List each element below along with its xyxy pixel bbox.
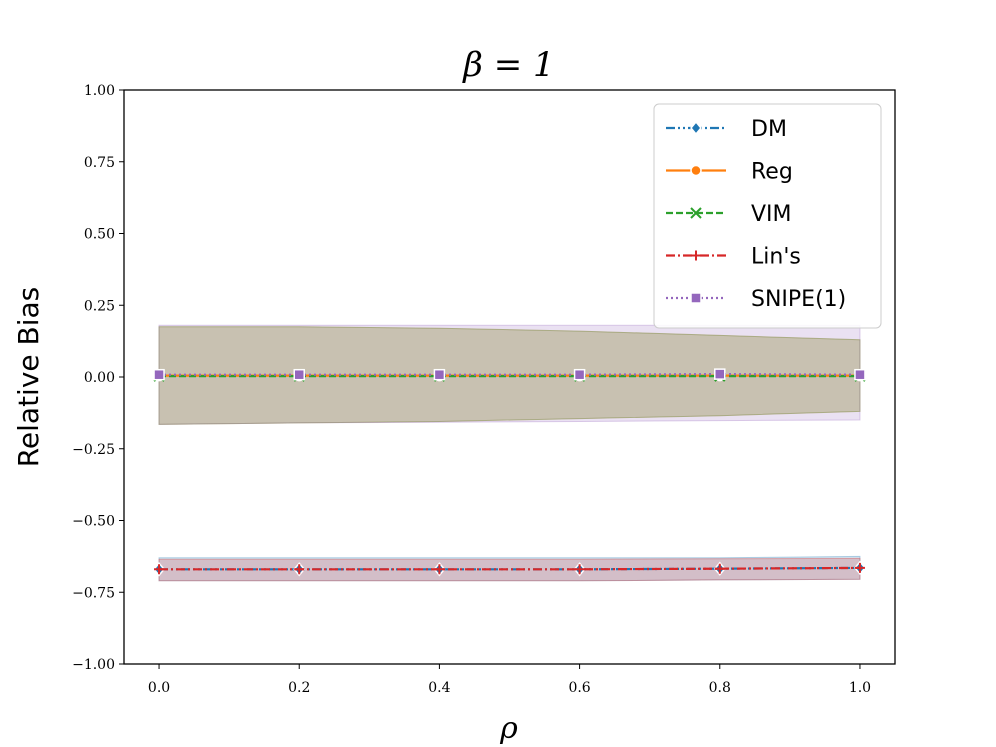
series-line-3	[159, 566, 861, 571]
legend-label: SNIPE(1)	[751, 287, 846, 312]
data-point	[294, 564, 305, 575]
legend-box	[653, 103, 882, 329]
legend-label: Reg	[751, 160, 793, 185]
data-point	[574, 564, 585, 575]
legend-marker	[690, 120, 702, 136]
data-point	[154, 564, 165, 575]
data-point	[153, 368, 165, 381]
plot-area-frame	[123, 89, 896, 665]
x-tick-label: 1.0	[849, 680, 871, 696]
chart-title: β = 1	[461, 45, 554, 85]
y-tick-label: 1.00	[84, 83, 115, 99]
y-tick-label: −0.50	[72, 514, 115, 530]
band-3	[158, 557, 861, 582]
y-tick-label: 0.75	[84, 155, 115, 171]
legend-label: DM	[751, 117, 787, 142]
y-tick-label: 0.50	[84, 227, 115, 243]
x-tick-label: 0.4	[428, 680, 450, 696]
y-tick-label: −0.25	[72, 442, 115, 458]
legend: DM Reg VIM Lin's SNIPE(1)	[653, 103, 882, 329]
x-tick-label: 0.0	[148, 680, 170, 696]
series-lines	[153, 368, 866, 577]
legend-marker	[691, 250, 701, 261]
data-point	[854, 562, 865, 573]
data-point	[714, 368, 726, 380]
x-tick-label: 0.8	[709, 680, 731, 696]
y-axis-label: Relative Bias	[12, 287, 45, 468]
legend-marker	[690, 292, 702, 304]
y-tick-label: 0.00	[84, 370, 115, 386]
y-tick-label: −1.00	[72, 657, 115, 673]
legend-label: VIM	[751, 202, 792, 227]
data-point	[854, 368, 866, 381]
y-tick-label: −0.75	[72, 585, 115, 601]
series-line-4	[159, 372, 861, 376]
data-point	[573, 368, 586, 381]
legend-label: Lin's	[751, 245, 801, 270]
data-point	[293, 368, 305, 381]
legend-marker	[690, 164, 702, 177]
band-0	[158, 555, 861, 582]
data-point	[714, 563, 725, 574]
x-tick-label: 0.6	[568, 680, 590, 696]
axis-ticks: 0.0 0.2 0.4 0.6 0.8 1.0 −1.00 −0.75 −0.50 −0.25 0.…	[72, 83, 871, 696]
data-point	[433, 368, 446, 381]
legend-marker	[690, 207, 702, 219]
x-axis-label: ρ	[499, 711, 518, 746]
data-point	[434, 564, 445, 575]
y-tick-label: 0.25	[84, 298, 115, 314]
x-tick-label: 0.2	[288, 680, 310, 696]
